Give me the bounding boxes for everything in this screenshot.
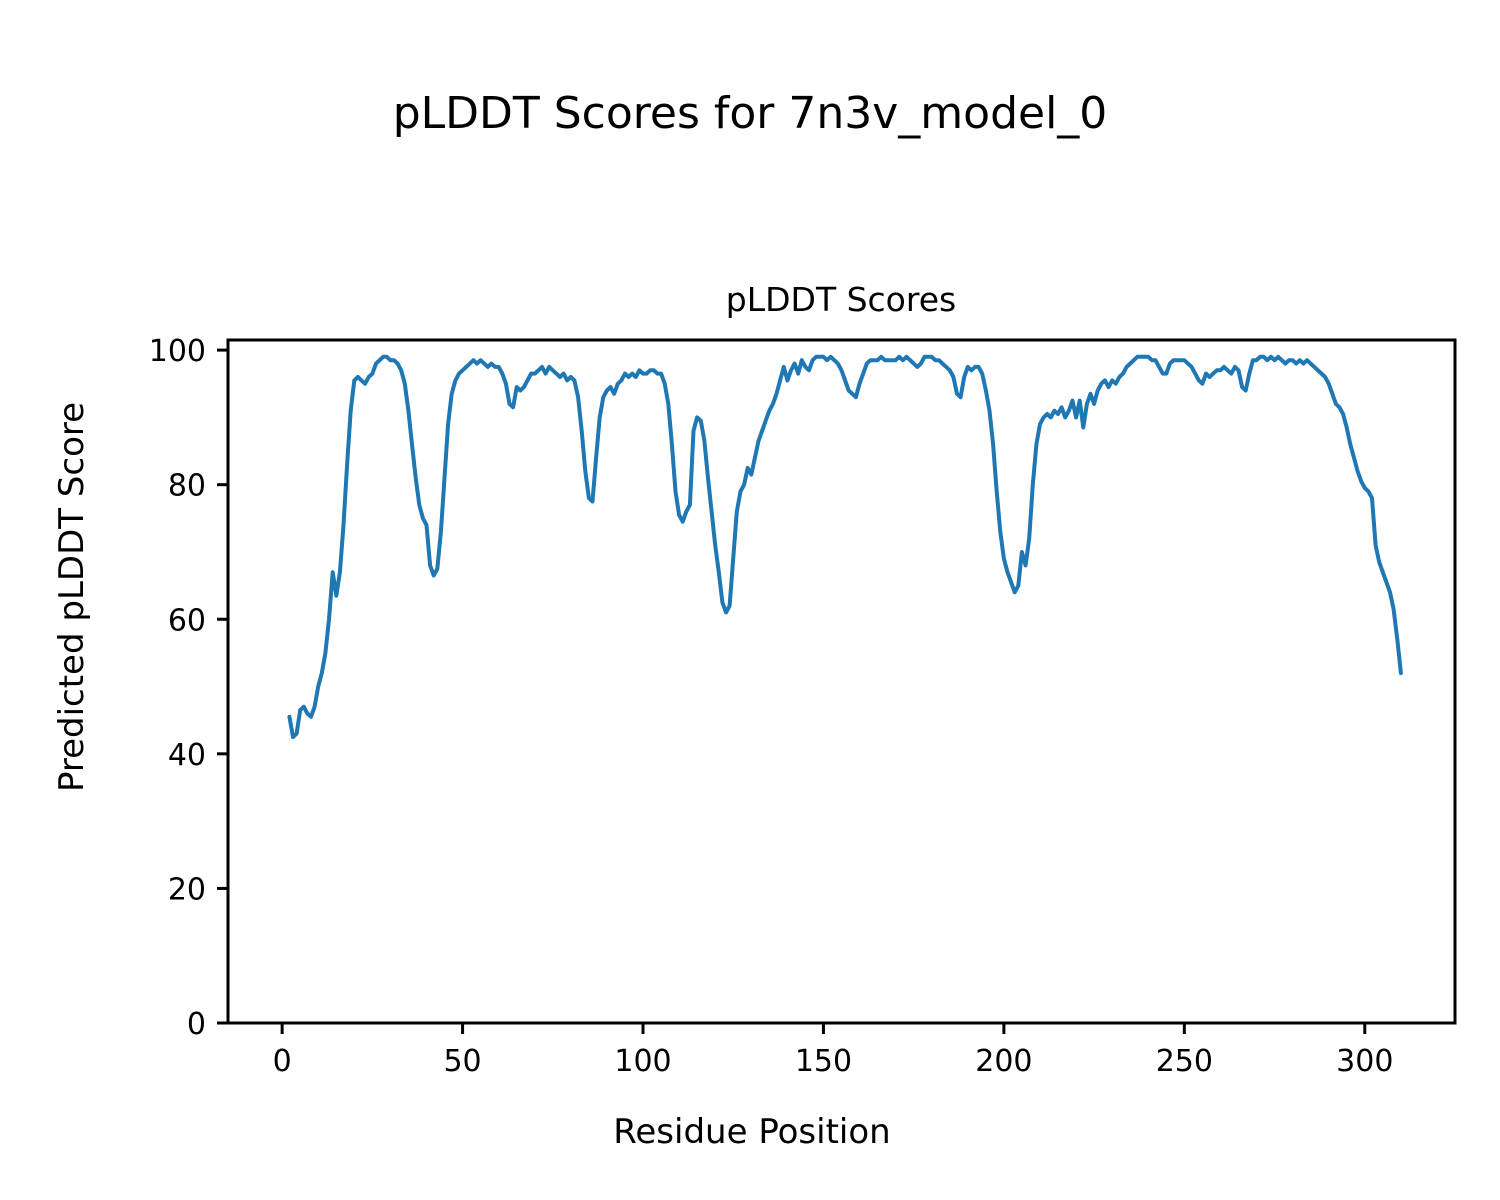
- x-tick-label: 250: [1156, 1044, 1213, 1079]
- plddt-score-line: [287, 354, 1403, 739]
- x-tick-label: 100: [614, 1044, 671, 1079]
- x-axis-label: Residue Position: [613, 1112, 891, 1152]
- axes-spines: [226, 338, 1457, 1025]
- x-tick-label: 150: [795, 1044, 852, 1079]
- figure-title: pLDDT Scores for 7n3v_model_0: [392, 88, 1108, 139]
- y-tick-label: 20: [168, 872, 206, 907]
- x-tick-label: 50: [443, 1044, 481, 1079]
- y-tick-label: 0: [187, 1007, 206, 1042]
- y-tick-label: 40: [168, 738, 206, 773]
- x-tick-label: 200: [975, 1044, 1032, 1079]
- y-tick-label: 80: [168, 469, 206, 504]
- x-tick-label: 300: [1336, 1044, 1393, 1079]
- x-tick-label: 0: [273, 1044, 292, 1079]
- y-tick-label: 100: [149, 334, 206, 369]
- axis-ticks: 0 50 100 150 200 250 300 0 20 40 60 80 100: [149, 334, 1394, 1079]
- y-tick-label: 60: [168, 603, 206, 638]
- axes-title: pLDDT Scores: [725, 280, 957, 319]
- plddt-line-group: [287, 354, 1403, 739]
- axes-frame: [226, 338, 1457, 1025]
